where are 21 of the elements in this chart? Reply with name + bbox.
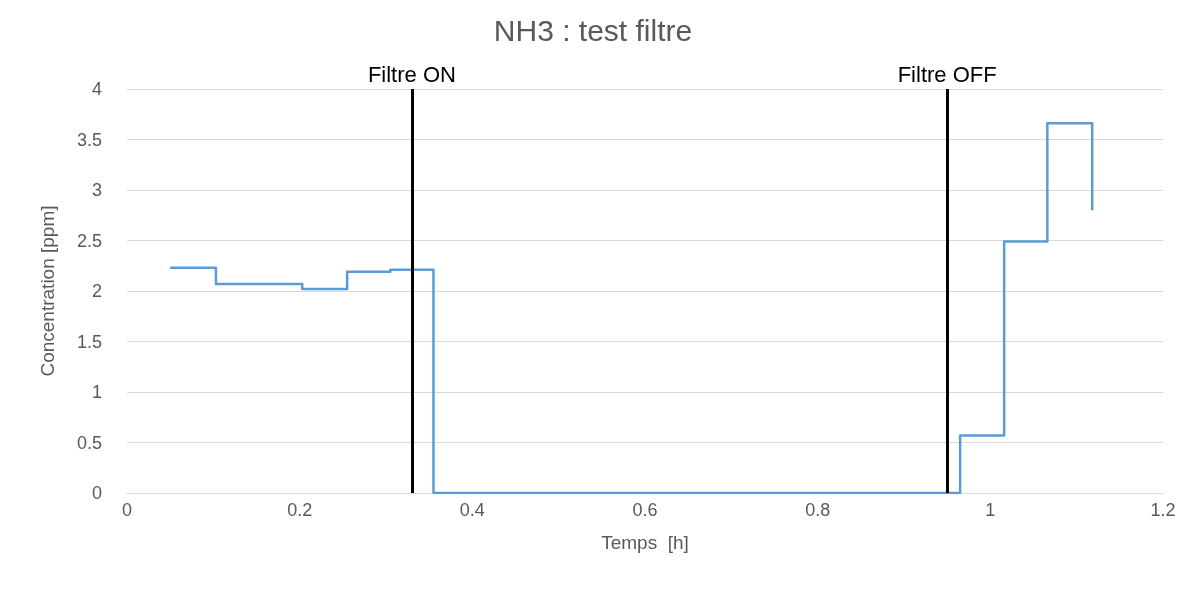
y-tick-label: 1	[91, 382, 102, 402]
y-tick-label: 3	[91, 180, 102, 200]
y-tick-label: 2.5	[76, 230, 102, 251]
y-tick-label: 1.5	[76, 331, 102, 352]
y-axis-title: Concentration [ppm]	[37, 205, 58, 377]
x-tick-label: 0.2	[287, 500, 313, 520]
ref-line-label: Filtre ON	[367, 61, 456, 87]
x-tick-label: 0.4	[459, 500, 485, 520]
x-tick-label: 1	[985, 500, 996, 520]
y-tick-label: 2	[91, 281, 102, 301]
x-tick-label: 0.6	[632, 500, 658, 520]
ref-line-label: Filtre OFF	[897, 61, 997, 87]
y-tick-label: 0	[91, 483, 102, 503]
x-tick-label: 1.2	[1150, 500, 1176, 520]
y-tick-label: 0.5	[76, 432, 102, 453]
chart-title: NH3 : test filtre	[493, 13, 693, 47]
x-tick-label: 0	[121, 500, 133, 520]
x-axis-title: Temps [h]	[601, 532, 689, 553]
x-tick-label: 0.8	[805, 500, 831, 520]
y-tick-label: 4	[91, 79, 102, 99]
y-tick-label: 3.5	[76, 129, 102, 150]
